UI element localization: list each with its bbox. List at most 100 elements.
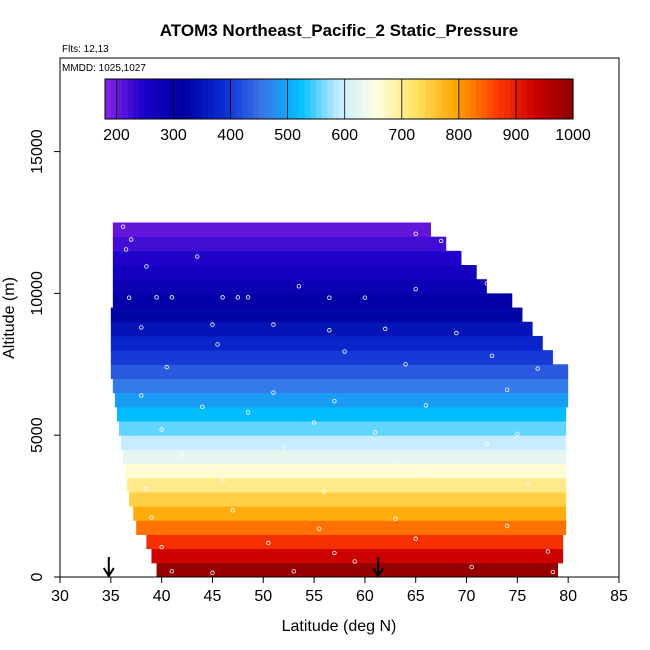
sample-point	[266, 540, 271, 546]
colorbar-segment	[538, 79, 546, 119]
heatmap-layer	[112, 236, 447, 252]
sample-point	[545, 549, 551, 554]
x-tick-label: 35	[102, 588, 120, 605]
sample-point	[271, 390, 276, 395]
sample-point	[484, 441, 490, 446]
heatmap-layer	[112, 265, 477, 280]
sample-point	[210, 322, 215, 327]
sample-point	[220, 478, 225, 483]
heatmap-layer	[156, 562, 559, 578]
colorbar-segment	[230, 79, 237, 119]
sample-point	[200, 404, 205, 410]
x-tick-label: 65	[407, 588, 425, 605]
sample-point	[144, 486, 149, 492]
sample-point	[525, 482, 530, 488]
heatmap-layer	[110, 307, 523, 323]
colorbar-segment	[504, 79, 511, 119]
colorbar-segment	[213, 79, 220, 119]
colorbar-segment	[413, 79, 420, 119]
sample-point	[327, 295, 332, 300]
colorbar-tick-label: 200	[103, 127, 130, 144]
colorbar-segment	[436, 79, 443, 119]
colorbar-segment	[327, 79, 334, 119]
colorbar-segment	[430, 79, 437, 119]
colorbar-segment	[253, 79, 260, 119]
colorbar-segment	[150, 79, 157, 119]
heatmap-layer	[127, 477, 567, 493]
heatmap-layer	[146, 534, 564, 550]
sample-point	[322, 489, 327, 495]
sample-point	[139, 393, 144, 398]
colorbar-tick-label: 800	[446, 127, 473, 144]
sample-point	[169, 295, 174, 300]
flight-marker-arrow	[372, 557, 384, 578]
y-tick-label: 0	[29, 572, 46, 581]
x-tick-label: 75	[508, 588, 526, 605]
colorbar-segment	[202, 79, 209, 119]
colorbar-segment	[447, 79, 454, 119]
heatmap-layer	[136, 520, 567, 535]
colorbar-segment	[264, 79, 272, 119]
sample-point	[179, 452, 185, 458]
sample-point	[123, 247, 129, 252]
x-tick-label: 60	[356, 588, 374, 605]
colorbar-segment	[110, 79, 118, 119]
colorbar-segment	[299, 79, 306, 119]
heatmap-layer	[129, 491, 567, 507]
dates-text: MMDD: 1025,1027	[62, 63, 146, 74]
sample-point	[332, 550, 337, 556]
colorbar-tick-label: 1000	[555, 127, 591, 144]
x-tick-label: 85	[610, 588, 628, 605]
sample-point	[154, 295, 159, 300]
colorbar-tick-label: 700	[388, 127, 415, 144]
heatmap-layer	[125, 463, 567, 479]
sample-point	[195, 254, 200, 259]
colorbar-segment	[407, 79, 414, 119]
sample-point	[372, 430, 378, 435]
x-tick-label: 30	[51, 588, 69, 605]
heatmap-layer	[116, 406, 567, 422]
colorbar-segment	[333, 79, 340, 119]
sample-point	[535, 366, 540, 371]
heatmap-layer	[112, 378, 569, 394]
sample-point	[215, 342, 220, 347]
colorbar-tick-label: 400	[217, 127, 244, 144]
sample-point	[362, 295, 368, 300]
colorbar-tick-label: 300	[160, 127, 187, 144]
axes: 30 35 40 45 50 55 60 65 70 75 80 85 0 5000 10000 15000	[29, 57, 628, 605]
colorbar-segment	[105, 79, 112, 119]
colorbar-segment	[498, 79, 506, 119]
colorbar-segment	[241, 79, 249, 119]
sample-point	[220, 295, 225, 300]
colorbar-segment	[390, 79, 397, 119]
colorbar-segment	[510, 79, 517, 119]
colorbar-segment	[493, 79, 500, 119]
heatmap-layer	[120, 435, 567, 450]
colorbar-segment	[367, 79, 374, 119]
sample-point	[159, 545, 164, 550]
heatmap-layer	[123, 449, 567, 465]
x-axis-label: Latitude (deg N)	[282, 618, 397, 635]
colorbar-segment	[219, 79, 226, 119]
y-tick-label: 15000	[29, 129, 46, 174]
sample-point	[505, 387, 510, 393]
colorbar-segment	[567, 79, 574, 119]
sample-point	[413, 536, 418, 541]
sample-point	[484, 281, 490, 286]
colorbar-segment	[475, 79, 483, 119]
y-tick-label: 10000	[29, 271, 46, 316]
arrow-head	[102, 567, 115, 578]
colorbar-segment	[190, 79, 197, 119]
colorbar-segment	[470, 79, 477, 119]
colorbar-segment	[356, 79, 363, 119]
colorbar-segment	[247, 79, 254, 119]
heatmap-layer	[133, 506, 567, 521]
colorbar-segment	[179, 79, 186, 119]
colorbar-segment	[167, 79, 175, 119]
sample-point	[126, 295, 132, 300]
colorbar-segment	[527, 79, 534, 119]
sample-point	[291, 569, 296, 574]
colorbar-segment	[139, 79, 146, 119]
sample-point	[423, 469, 429, 475]
sample-point	[413, 286, 418, 292]
